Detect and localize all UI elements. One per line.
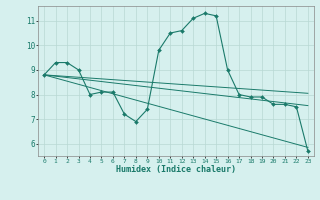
- X-axis label: Humidex (Indice chaleur): Humidex (Indice chaleur): [116, 165, 236, 174]
